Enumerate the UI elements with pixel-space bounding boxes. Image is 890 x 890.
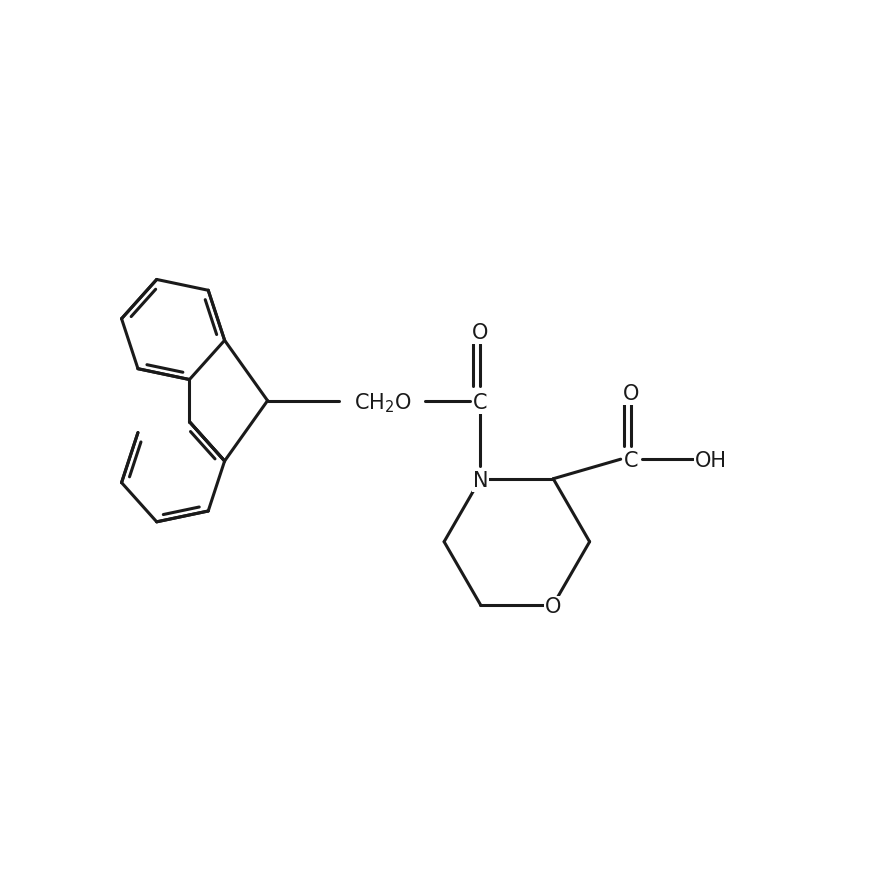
Text: C: C <box>473 392 488 413</box>
Text: O: O <box>473 323 489 344</box>
Text: N: N <box>473 471 489 490</box>
Text: CH$_2$O: CH$_2$O <box>354 392 412 416</box>
Text: O: O <box>545 596 562 617</box>
Text: C: C <box>624 451 638 471</box>
Text: O: O <box>623 384 640 404</box>
Text: OH: OH <box>695 451 727 471</box>
